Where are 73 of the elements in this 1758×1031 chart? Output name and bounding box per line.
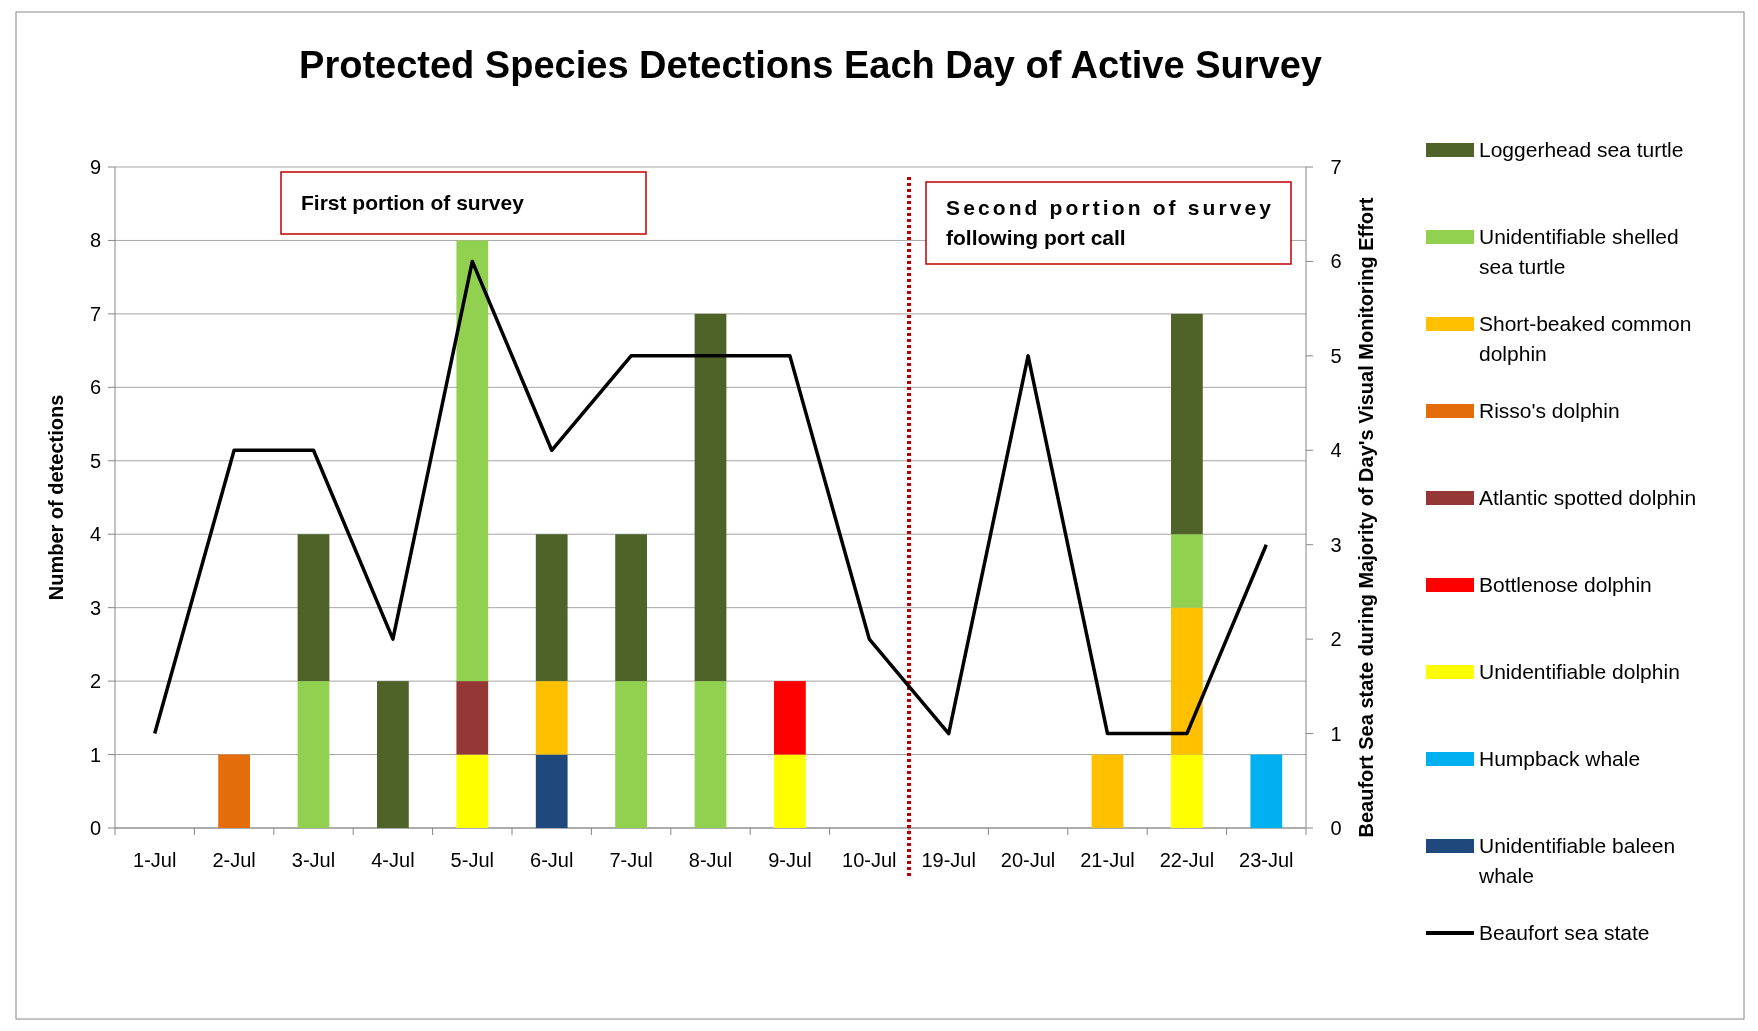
bar [615, 534, 647, 682]
x-tick-label: 20-Jul [1000, 849, 1056, 871]
y2-tick-label: 5 [1330, 344, 1342, 367]
bar [456, 681, 489, 755]
bar [1091, 754, 1124, 828]
x-tick-label: 5-Jul [450, 849, 494, 871]
legend-label: Unidentifiable dolphin [1479, 660, 1680, 683]
y-axis-title: Number of detections [45, 394, 67, 601]
y-tick-label: 2 [89, 670, 101, 693]
bar [774, 681, 806, 755]
bar [535, 681, 568, 755]
y2-tick-label: 0 [1330, 817, 1342, 839]
bar [615, 681, 647, 828]
legend-label: Short-beaked common dolphin [1479, 312, 1692, 365]
annotation: First portion of survey [301, 191, 525, 214]
x-tick-label: 1-Jul [133, 849, 177, 871]
x-tick-label: 23-Jul [1239, 849, 1294, 871]
y2-tick-label: 1 [1330, 722, 1342, 745]
y-tick-label: 3 [89, 596, 101, 619]
y-tick-label: 0 [89, 817, 101, 839]
y-tick-label: 1 [89, 743, 101, 766]
bar [456, 754, 489, 828]
annotation: Second portion of survey following port call [946, 196, 1272, 249]
x-tick-label: 19-Jul [921, 849, 976, 871]
y-tick-label: 7 [89, 302, 101, 325]
bar [1171, 754, 1203, 828]
chart-title: Protected Species Detections Each Day of Active Survey [299, 44, 1322, 86]
x-tick-label: 10-Jul [842, 849, 897, 871]
bar [1171, 313, 1203, 535]
x-tick-label: 2-Jul [212, 849, 256, 871]
bar [535, 754, 568, 828]
text-box: Second portion of survey following port call [925, 181, 1292, 265]
y-tick-label: 8 [89, 229, 101, 252]
legend-label: Beaufort sea state [1479, 921, 1650, 944]
bar [774, 754, 806, 828]
bar [1171, 534, 1203, 608]
bar [694, 681, 727, 828]
y2-axis-title: Beaufort Sea state during Majority of Day's Visual Monitoring Effort [1355, 197, 1377, 838]
y2-tick-label: 2 [1330, 628, 1342, 651]
x-tick-label: 8-Jul [688, 849, 733, 871]
bar [535, 534, 568, 682]
legend-label: Atlantic spotted dolphin [1479, 486, 1697, 509]
y-tick-label: 6 [89, 376, 101, 399]
bar [1171, 607, 1203, 755]
x-tick-label: 9-Jul [768, 849, 812, 871]
text-box: First portion of survey [280, 171, 647, 235]
y-tick-label: 9 [89, 156, 101, 178]
x-tick-label: 7-Jul [609, 849, 653, 871]
y2-tick-label: 6 [1330, 250, 1342, 273]
y2-tick-label: 3 [1330, 533, 1342, 556]
bar [297, 681, 330, 828]
bar [694, 313, 727, 682]
x-tick-label: 6-Jul [530, 849, 574, 871]
y2-tick-label: 4 [1330, 439, 1342, 462]
legend-label: Loggerhead sea turtle [1479, 138, 1684, 161]
legend-label: Bottlenose dolphin [1479, 573, 1652, 596]
bar [218, 754, 250, 828]
bar [377, 681, 409, 828]
y2-tick-label: 7 [1330, 156, 1342, 178]
x-tick-label: 21-Jul [1080, 849, 1135, 871]
bar [297, 534, 330, 682]
bar [1250, 754, 1283, 828]
legend-label: Unidentifiable baleen whale [1478, 834, 1676, 887]
x-tick-label: 4-Jul [371, 849, 415, 871]
y-tick-label: 4 [89, 523, 101, 546]
bar [456, 240, 489, 682]
line-series [152, 259, 1269, 736]
legend-label: Humpback whale [1479, 747, 1641, 770]
x-tick-label: 22-Jul [1159, 849, 1215, 871]
x-tick-label: 3-Jul [291, 849, 336, 871]
y-tick-label: 5 [89, 449, 101, 472]
legend-label: Risso's dolphin [1479, 399, 1620, 422]
legend-label: Unidentifiable shelled sea turtle [1479, 225, 1679, 278]
